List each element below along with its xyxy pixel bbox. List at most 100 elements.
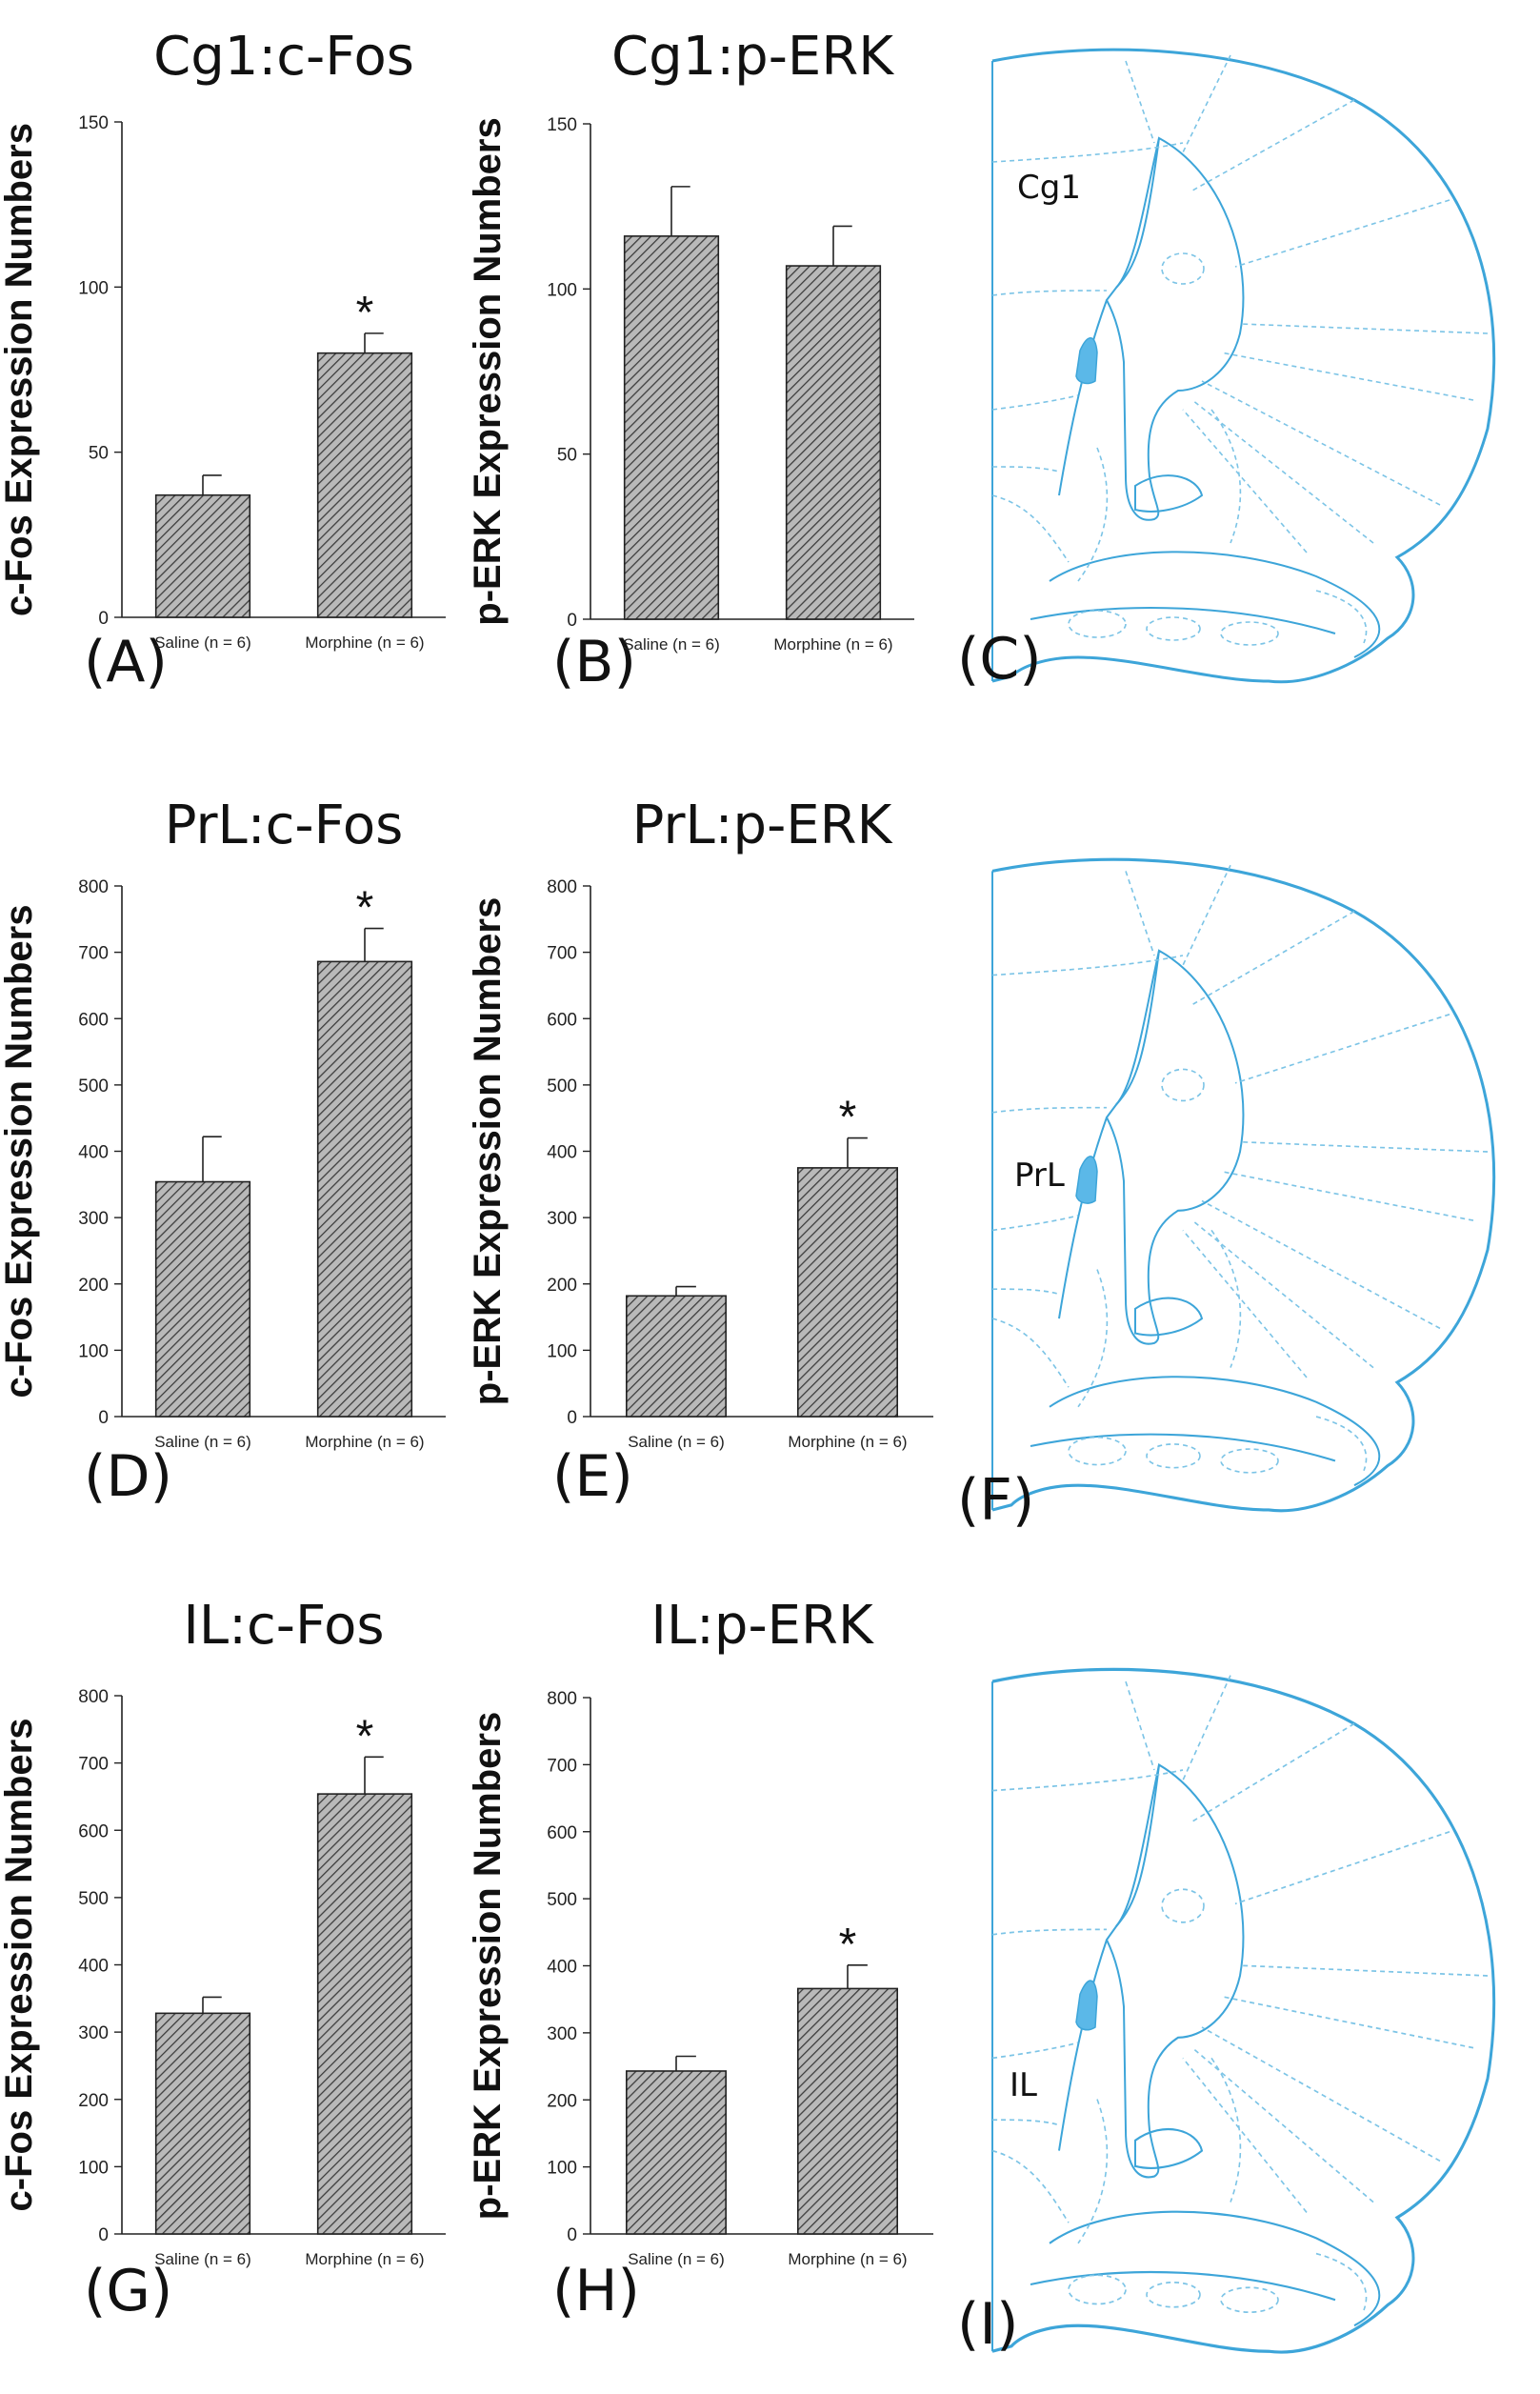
category-label: Saline (n = 6): [154, 634, 251, 652]
y-tick-label: 200: [78, 2091, 109, 2111]
chart-title: IL:c-Fos: [183, 1595, 384, 1657]
y-tick-label: 100: [547, 2159, 577, 2179]
y-tick-label: 100: [547, 280, 577, 300]
panel-label: (H): [552, 2258, 640, 2324]
y-axis-label: c-Fos Expression Numbers: [0, 905, 40, 1398]
y-tick-label: 100: [78, 278, 109, 298]
y-tick-label: 0: [567, 2225, 577, 2245]
brain-region-label: IL: [1010, 2066, 1037, 2104]
y-tick-label: 400: [547, 1143, 577, 1163]
y-tick-label: 100: [78, 2158, 109, 2178]
y-tick-label: 400: [78, 1143, 109, 1163]
bar: [796, 1987, 898, 2235]
y-tick-label: 150: [78, 113, 109, 133]
significance-marker: *: [356, 883, 374, 934]
y-tick-label: 700: [547, 944, 577, 964]
category-label: Morphine (n = 6): [788, 2250, 907, 2268]
y-tick-label: 200: [78, 1276, 109, 1296]
y-tick-label: 50: [89, 444, 109, 464]
y-tick-label: 50: [557, 446, 577, 466]
y-axis-label: c-Fos Expression Numbers: [0, 1719, 40, 2212]
bar: [796, 1167, 898, 1418]
chart-title: Cg1:c-Fos: [153, 26, 414, 88]
y-tick-label: 600: [78, 1010, 109, 1030]
y-axis-label: p-ERK Expression Numbers: [467, 1712, 509, 2220]
bar: [316, 352, 413, 618]
y-tick-label: 300: [78, 2023, 109, 2043]
y-tick-label: 300: [78, 1209, 109, 1229]
panel-label: (G): [84, 2258, 172, 2324]
brain-section: [990, 1667, 1496, 2354]
panel-label: (C): [957, 626, 1042, 693]
y-tick-label: 100: [78, 1341, 109, 1361]
y-tick-label: 400: [547, 1958, 577, 1978]
panel-label: (E): [552, 1443, 633, 1510]
bar: [785, 265, 882, 620]
category-label: Saline (n = 6): [628, 2250, 725, 2268]
brain-section: [990, 48, 1496, 684]
y-tick-label: 500: [78, 1889, 109, 1909]
y-tick-label: 100: [547, 1341, 577, 1361]
brain-diagram-3: IL (I): [957, 1667, 1496, 2358]
chart-3: PrL:c-Fos (D) c-Fos Expression Numbers 0 100…: [0, 795, 446, 1510]
y-tick-label: 0: [98, 1408, 109, 1428]
bar: [154, 2012, 251, 2235]
y-tick-label: 200: [547, 2091, 577, 2111]
bar: [154, 1180, 251, 1418]
chart-title: PrL:p-ERK: [632, 795, 893, 856]
y-tick-label: 0: [567, 1408, 577, 1428]
y-tick-label: 500: [547, 1890, 577, 1910]
chart-4: PrL:p-ERK (E) p-ERK Expression Numbers 0 100…: [467, 795, 933, 1510]
y-axis-label: c-Fos Expression Numbers: [0, 123, 40, 616]
y-tick-label: 800: [78, 877, 109, 897]
category-label: Morphine (n = 6): [788, 1433, 907, 1451]
y-tick-label: 800: [78, 1687, 109, 1707]
y-tick-label: 600: [78, 1821, 109, 1841]
significance-marker: *: [356, 288, 374, 338]
y-tick-label: 700: [78, 944, 109, 964]
y-tick-label: 600: [547, 1010, 577, 1030]
significance-marker: *: [356, 1711, 374, 1761]
bar: [316, 1793, 413, 2235]
y-tick-label: 200: [547, 1276, 577, 1296]
bar: [316, 960, 413, 1418]
category-label: Saline (n = 6): [154, 1433, 251, 1451]
y-tick-label: 0: [98, 2225, 109, 2245]
y-tick-label: 400: [78, 1957, 109, 1977]
bar: [625, 1295, 727, 1418]
y-axis-label: p-ERK Expression Numbers: [467, 117, 509, 625]
y-tick-label: 500: [547, 1076, 577, 1096]
brain-diagram-2: PrL (F): [957, 857, 1496, 1534]
chart-title: Cg1:p-ERK: [611, 26, 894, 88]
category-label: Morphine (n = 6): [305, 1433, 424, 1451]
y-tick-label: 0: [98, 609, 109, 629]
category-label: Morphine (n = 6): [305, 2250, 424, 2268]
category-label: Saline (n = 6): [154, 2250, 251, 2268]
chart-5: IL:c-Fos (G) c-Fos Expression Numbers 0 100 2…: [0, 1595, 446, 2324]
category-label: Saline (n = 6): [628, 1433, 725, 1451]
chart-title: IL:p-ERK: [650, 1595, 874, 1657]
y-tick-label: 700: [547, 1756, 577, 1776]
brain-region-label: PrL: [1014, 1157, 1065, 1195]
category-label: Saline (n = 6): [623, 635, 720, 654]
y-tick-label: 600: [547, 1823, 577, 1843]
brain-region-label: Cg1: [1017, 169, 1081, 207]
category-label: Morphine (n = 6): [305, 634, 424, 652]
panel-label: (I): [957, 2291, 1019, 2358]
bar: [154, 493, 251, 618]
y-tick-label: 300: [547, 1209, 577, 1229]
panel-label: (A): [84, 629, 168, 695]
chart-2: Cg1:p-ERK (B) p-ERK Expression Numbers 0 50 1…: [467, 26, 914, 695]
y-tick-label: 800: [547, 1689, 577, 1709]
chart-1: Cg1:c-Fos (A) c-Fos Expression Numbers 0 50 1…: [0, 26, 446, 695]
y-tick-label: 700: [78, 1755, 109, 1775]
y-tick-label: 300: [547, 2024, 577, 2044]
y-tick-label: 150: [547, 115, 577, 135]
significance-marker: *: [839, 1093, 857, 1143]
chart-title: PrL:c-Fos: [165, 795, 404, 856]
category-label: Morphine (n = 6): [773, 635, 892, 654]
y-tick-label: 0: [567, 611, 577, 631]
panel-label: (B): [552, 629, 636, 695]
panel-label: (D): [84, 1443, 172, 1510]
significance-marker: *: [839, 1920, 857, 1970]
